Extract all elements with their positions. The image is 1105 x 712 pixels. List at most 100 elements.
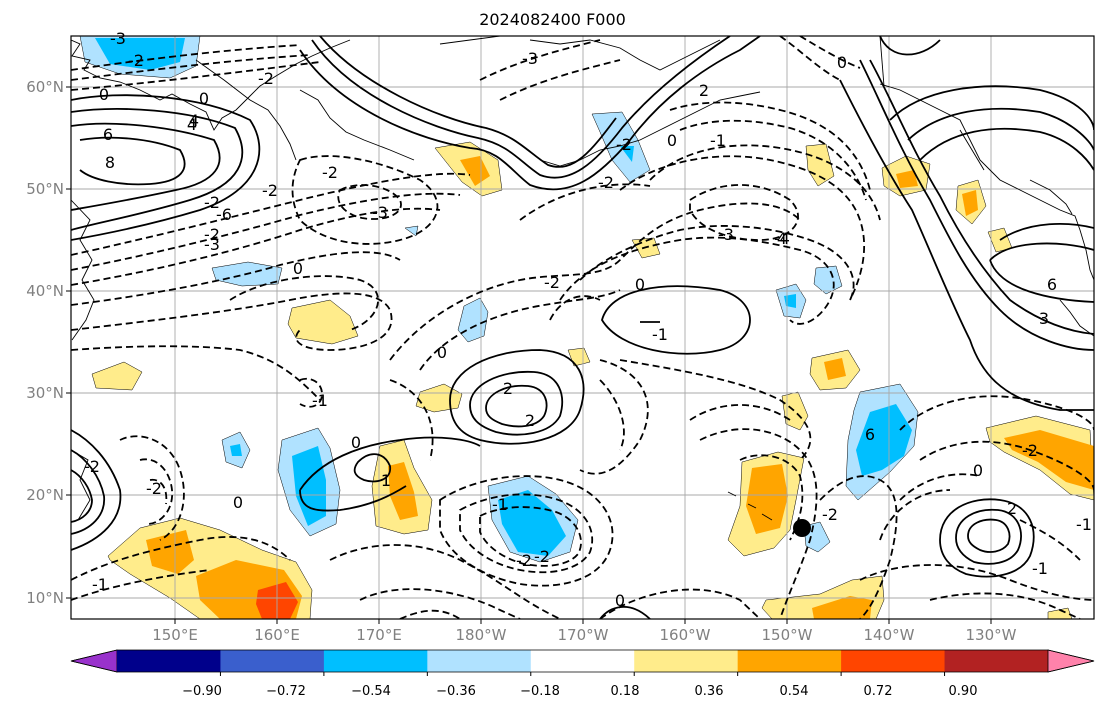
contour-label: 0 xyxy=(99,85,109,104)
contour-label: 0 xyxy=(635,275,645,294)
contour-label: -1 xyxy=(92,575,108,594)
contour-label: -1 xyxy=(1076,515,1092,534)
negative-contours xyxy=(71,36,1094,619)
contour-label: 4 xyxy=(187,115,197,134)
contour-label: -1 xyxy=(492,495,508,514)
colorbar-segment xyxy=(841,650,946,672)
map-title: 2024082400 F000 xyxy=(479,10,626,29)
contour-label: 2 xyxy=(699,81,709,100)
contour-label: 0 xyxy=(233,493,243,512)
lon-label-150e: 150°E xyxy=(152,626,198,644)
lon-label-170e: 170°E xyxy=(356,626,402,644)
lat-label-20n: 20°N xyxy=(26,486,64,504)
contour-label: -2 xyxy=(534,547,550,566)
colorbar-tick-label: 0.90 xyxy=(948,684,978,699)
contour-label: 0 xyxy=(615,591,625,610)
contour-label: 0 xyxy=(293,259,303,278)
colorbar-tick-label: 0.18 xyxy=(610,684,640,699)
contour-label: -2 xyxy=(262,181,278,200)
contour-label: 2 xyxy=(525,411,535,430)
contour-label: -2 xyxy=(598,173,614,192)
colorbar-segment xyxy=(323,650,428,672)
lon-label-180w: 180°W xyxy=(455,626,507,644)
contour-label: 4 xyxy=(777,229,787,248)
contour-label: 0 xyxy=(199,89,209,108)
colorbar-tick-label: 0.54 xyxy=(779,684,809,699)
colorbar-extend-low xyxy=(70,649,118,673)
contour-label: 0 xyxy=(667,131,677,150)
contour-label: -2 xyxy=(146,479,162,498)
contour-label: -3 xyxy=(522,49,538,68)
contour-label: 6 xyxy=(1047,275,1057,294)
contour-label: 4 xyxy=(189,111,199,130)
lon-label-140w: 140°W xyxy=(863,626,915,644)
positive-contours xyxy=(71,36,1094,619)
contour-label: -2 xyxy=(616,135,632,154)
contour-label: -6 xyxy=(216,205,232,224)
contour-label: 2 xyxy=(1007,499,1017,518)
lon-label-150w: 150°W xyxy=(761,626,813,644)
contour-label: 0 xyxy=(437,343,447,362)
colorbar-segment xyxy=(737,650,842,672)
contour-label: 0 xyxy=(837,53,847,72)
contour-label: 8 xyxy=(105,153,115,172)
contour-label: -2 xyxy=(84,457,100,476)
contour-label: -2 xyxy=(516,551,532,570)
lat-label-30n: 30°N xyxy=(26,384,64,402)
contour-label: -2 xyxy=(544,273,560,292)
lat-label-10n: 10°N xyxy=(26,589,64,607)
contour-label: 0 xyxy=(973,461,983,480)
colorbar-tick-label: 0.36 xyxy=(694,684,724,699)
contour-label: 2 xyxy=(503,379,513,398)
contour-label: -1 xyxy=(1032,559,1048,578)
shaded-anomaly-fields xyxy=(79,36,1094,619)
coastlines xyxy=(71,36,1094,521)
contour-label: -2 xyxy=(128,51,144,70)
lon-label-170w: 170°W xyxy=(557,626,609,644)
colorbar-segment xyxy=(634,650,739,672)
colorbar-tick-label: −0.36 xyxy=(436,684,476,699)
contour-label: 3 xyxy=(1039,309,1049,328)
colorbar xyxy=(70,649,1095,676)
colorbar-tick-label: −0.18 xyxy=(520,684,560,699)
colorbar-outline xyxy=(70,649,1095,673)
contour-label: 6 xyxy=(865,425,875,444)
contour-label: 1 xyxy=(381,471,391,490)
lon-label-130w: 130°W xyxy=(965,626,1017,644)
lat-label-50n: 50°N xyxy=(26,180,64,198)
lon-label-160w: 160°W xyxy=(659,626,711,644)
colorbar-tick-label: −0.90 xyxy=(182,684,222,699)
map-ticks xyxy=(66,86,992,624)
contour-label: 6 xyxy=(103,125,113,144)
map-gridlines xyxy=(71,36,1094,619)
contour-label: -1 xyxy=(710,131,726,150)
lat-label-60n: 60°N xyxy=(26,78,64,96)
colorbar-segment xyxy=(117,650,221,672)
contour-label: -3 xyxy=(110,29,126,48)
lon-label-160e: 160°E xyxy=(254,626,300,644)
contour-labels: -3-2-2-300-2-3 -4-2 00-12201-1-2-2-1-20-2-… xyxy=(84,29,1092,610)
contour-label: -3 xyxy=(204,235,220,254)
contour-label: -1 xyxy=(652,325,668,344)
contour-label: -4 xyxy=(774,229,790,248)
contour-label: 0 xyxy=(351,433,361,452)
colorbar-tick-label: −0.54 xyxy=(351,684,391,699)
colorbar-tick-label: −0.72 xyxy=(266,684,306,699)
colorbar-extend-high xyxy=(1047,649,1095,673)
contour-label: -2 xyxy=(204,225,220,244)
contour-label: -3 xyxy=(372,203,388,222)
contour-label: -2 xyxy=(1022,441,1038,460)
storm-center-marker xyxy=(793,519,811,537)
colorbar-segment xyxy=(530,650,635,672)
lat-label-40n: 40°N xyxy=(26,282,64,300)
contour-label: -2 xyxy=(822,505,838,524)
colorbar-segment xyxy=(944,650,1049,672)
colorbar-segment xyxy=(220,650,325,672)
contour-label: -2 xyxy=(258,69,274,88)
colorbar-tick-label: 0.72 xyxy=(863,684,893,699)
contour-label: -1 xyxy=(312,391,328,410)
contour-label: -2 xyxy=(204,193,220,212)
contour-label: -3 xyxy=(718,225,734,244)
colorbar-segment xyxy=(427,650,532,672)
